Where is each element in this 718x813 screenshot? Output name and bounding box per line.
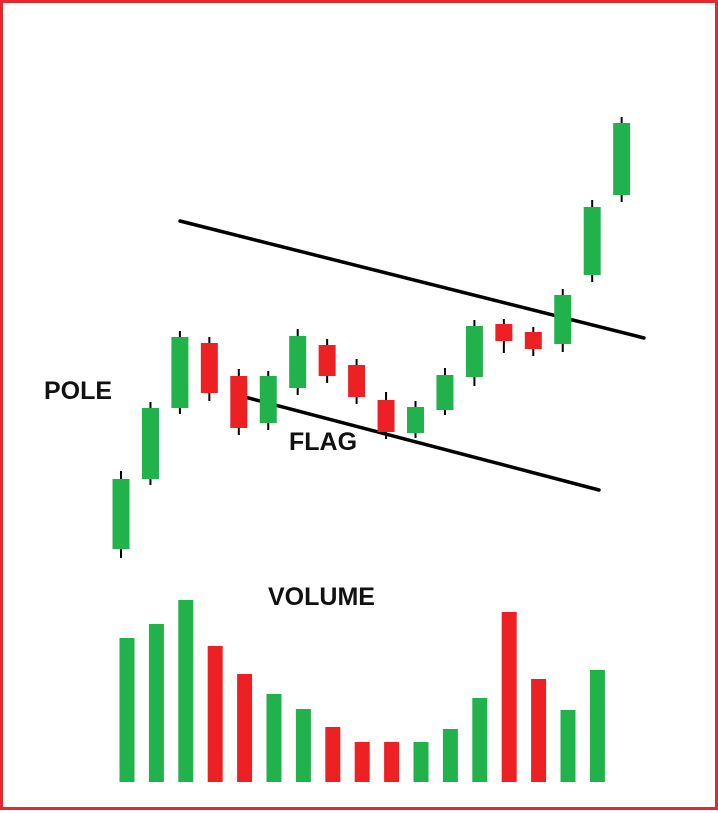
volume-bar-12 [442, 729, 458, 782]
candle-5 [230, 369, 248, 435]
volume-bar-15 [531, 679, 547, 782]
candle-body [613, 123, 631, 195]
candle-10 [377, 392, 395, 439]
volume-bar-3 [178, 600, 194, 782]
candle-body [259, 376, 277, 423]
candle-12 [436, 368, 454, 415]
candle-body [407, 407, 424, 433]
candle-18 [613, 117, 631, 202]
candle-body [289, 336, 307, 388]
candle-body [171, 337, 189, 408]
volume-bar-11 [413, 742, 429, 782]
volume-bar-9 [354, 742, 370, 782]
volume-bar-8 [325, 727, 341, 782]
volume-label: VOLUME [268, 583, 375, 611]
flag-upper-trendline [178, 219, 646, 340]
flag-label: FLAG [289, 428, 357, 456]
volume-bar-16 [560, 710, 576, 782]
candle-2 [141, 402, 159, 485]
candle-body [554, 295, 572, 344]
volume-bar-1 [119, 638, 135, 782]
candle-17 [583, 200, 601, 282]
candle-body [230, 376, 248, 428]
volume-bar-2 [148, 624, 164, 782]
volume-bar-17 [589, 670, 605, 782]
volume-bar-6 [266, 694, 282, 782]
candle-9 [348, 359, 366, 404]
candle-16 [554, 289, 572, 352]
candle-body [583, 207, 601, 275]
candle-body [318, 345, 336, 376]
candle-15 [524, 327, 542, 356]
trend-lines [178, 219, 646, 492]
volume-bar-10 [384, 742, 400, 782]
candle-body [436, 375, 454, 410]
candle-3 [171, 331, 189, 414]
candle-6 [259, 371, 277, 430]
candle-13 [465, 320, 483, 386]
candlestick-group [112, 117, 631, 558]
candle-body [495, 324, 513, 341]
candle-body [348, 365, 366, 397]
volume-bar-group [119, 600, 605, 782]
candle-11 [407, 401, 424, 438]
volume-bar-5 [237, 674, 253, 782]
volume-bar-13 [472, 698, 488, 782]
candle-body [200, 343, 218, 393]
bull-flag-diagram: POLE FLAG VOLUME [44, 117, 646, 782]
candle-body [141, 408, 159, 479]
candle-body [377, 400, 395, 432]
volume-bar-14 [501, 612, 517, 782]
candle-14 [495, 319, 513, 353]
candle-1 [112, 471, 130, 558]
pole-label: POLE [44, 377, 112, 405]
volume-bar-7 [295, 709, 311, 782]
flag-lower-trendline [239, 394, 601, 492]
volume-bar-4 [207, 646, 223, 782]
candle-body [465, 326, 483, 377]
candle-8 [318, 339, 336, 383]
candle-body [524, 332, 542, 349]
candle-4 [200, 337, 218, 401]
candle-7 [289, 329, 307, 395]
candle-body [112, 479, 130, 549]
